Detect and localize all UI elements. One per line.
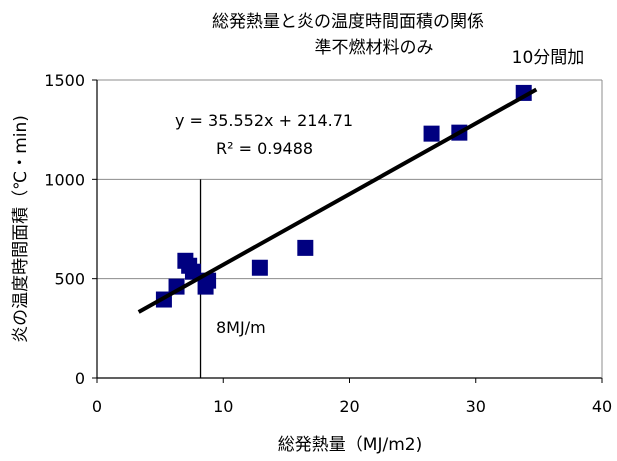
y-tick-label: 1000 <box>44 170 85 189</box>
x-tick-labels: 0 10 20 30 40 <box>92 397 612 416</box>
x-tick-label: 40 <box>592 397 612 416</box>
x-tick-label: 20 <box>339 397 359 416</box>
y-axis-title: 炎の温度時間面積（℃・min) <box>11 115 31 343</box>
y-tick-labels: 0 500 1000 1500 <box>44 71 85 388</box>
data-point <box>297 239 314 256</box>
data-point <box>184 263 201 280</box>
gridlines <box>97 79 602 280</box>
x-tick-label: 10 <box>213 397 233 416</box>
trendline-group <box>137 87 538 314</box>
x-axis-title: 総発熱量（MJ/m2) <box>278 435 422 455</box>
y-tick-label: 1500 <box>44 71 85 90</box>
chart-subtitle: 準不燃材料のみ <box>315 38 434 58</box>
chart-corner-note: 10分間加 <box>512 48 585 68</box>
plot-frame <box>92 79 603 383</box>
x-tick-label: 30 <box>466 397 486 416</box>
y-tick-label: 0 <box>75 369 85 388</box>
data-point <box>423 125 440 142</box>
x-tick-label: 0 <box>92 397 102 416</box>
data-points <box>155 84 532 308</box>
data-point <box>251 259 268 276</box>
trendline <box>137 87 538 314</box>
y-tick-label: 500 <box>54 270 85 289</box>
chart-title: 総発熱量と炎の温度時間面積の関係 <box>212 12 484 32</box>
trendline-r2: R² = 0.9488 <box>216 139 313 158</box>
reference-line-label: 8MJ/m <box>216 318 266 337</box>
trendline-equation: y = 35.552x + 214.71 <box>175 111 353 130</box>
